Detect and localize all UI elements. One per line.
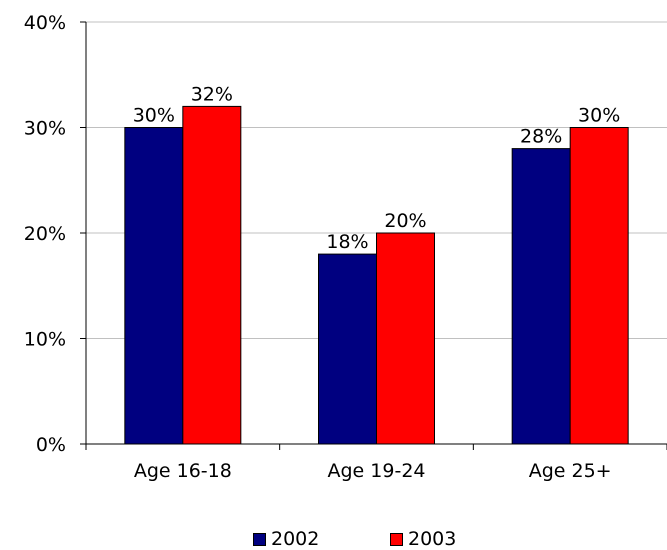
data-label-2002-age-19-24: 18% (326, 231, 368, 253)
x-category-label-age-25: Age 25+ (529, 460, 612, 482)
bar-2002-age-16-18 (124, 127, 184, 445)
data-label-2002-age-25: 28% (520, 126, 562, 148)
y-tick-label-1: 10% (24, 329, 66, 351)
data-label-2003-age-25: 30% (578, 105, 620, 127)
bar-2003-age-25 (569, 127, 629, 445)
legend-label-2003: 2003 (408, 528, 457, 550)
data-labels: 30% 32% 18% 20% 28% 30% (133, 83, 621, 253)
data-label-2003-age-16-18: 32% (191, 83, 233, 105)
bar-2002-age-19-24 (318, 253, 377, 445)
bar-2002-age-25 (511, 148, 571, 445)
bars (124, 105, 629, 445)
data-label-2003-age-19-24: 20% (384, 210, 426, 232)
bar-chart: 0% 10% 20% 30% 40% Age 16-18 Age 19-24 Age 25+… (24, 12, 667, 482)
y-axis-ticks: 0% 10% 20% 30% 40% (24, 12, 66, 456)
legend: 2002 2003 (0, 529, 667, 550)
x-category-label-age-16-18: Age 16-18 (134, 460, 232, 482)
legend-swatch-2003 (390, 533, 403, 546)
bar-2003-age-16-18 (182, 105, 242, 445)
y-tick-label-4: 40% (24, 12, 66, 34)
legend-swatch-2002 (253, 533, 266, 546)
legend-item-2003: 2003 (390, 529, 456, 550)
x-category-label-age-19-24: Age 19-24 (328, 460, 426, 482)
bar-2003-age-19-24 (376, 232, 435, 445)
y-tick-label-3: 30% (24, 118, 66, 140)
data-label-2002-age-16-18: 30% (133, 105, 175, 127)
x-axis-categories: Age 16-18 Age 19-24 Age 25+ (134, 460, 612, 482)
legend-label-2002: 2002 (271, 528, 320, 550)
y-tick-label-2: 20% (24, 223, 66, 245)
legend-item-2002: 2002 (253, 529, 319, 550)
y-tick-label-0: 0% (36, 434, 66, 456)
axes (80, 21, 667, 450)
